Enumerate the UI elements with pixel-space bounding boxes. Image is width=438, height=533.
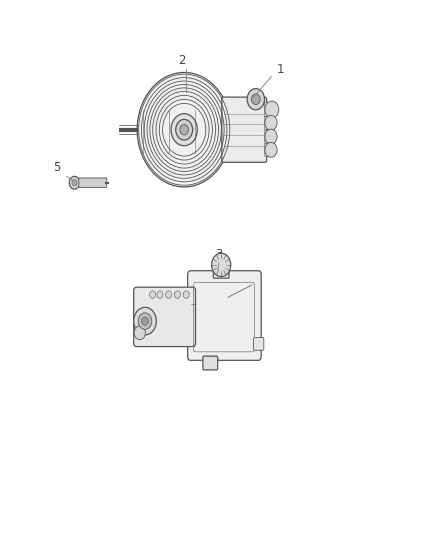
Text: 2: 2 <box>178 54 186 67</box>
Circle shape <box>138 313 152 329</box>
Text: 3: 3 <box>215 248 223 261</box>
Circle shape <box>265 129 277 144</box>
Circle shape <box>251 94 260 104</box>
FancyBboxPatch shape <box>265 116 275 130</box>
Circle shape <box>137 72 231 187</box>
Circle shape <box>72 180 77 186</box>
Circle shape <box>180 125 188 135</box>
Circle shape <box>247 88 265 110</box>
FancyBboxPatch shape <box>187 271 261 360</box>
Circle shape <box>183 291 189 298</box>
Circle shape <box>171 114 198 146</box>
FancyBboxPatch shape <box>213 264 229 278</box>
FancyBboxPatch shape <box>265 130 275 143</box>
Circle shape <box>157 291 163 298</box>
Circle shape <box>166 291 172 298</box>
Circle shape <box>134 326 145 340</box>
FancyBboxPatch shape <box>265 143 275 156</box>
Circle shape <box>69 176 80 189</box>
Text: 5: 5 <box>53 161 61 174</box>
Circle shape <box>176 119 193 140</box>
FancyBboxPatch shape <box>222 97 267 163</box>
FancyBboxPatch shape <box>265 102 276 117</box>
Text: 1: 1 <box>276 62 284 76</box>
FancyBboxPatch shape <box>203 356 218 370</box>
Circle shape <box>141 317 148 325</box>
Circle shape <box>265 115 277 130</box>
Circle shape <box>265 101 279 118</box>
FancyBboxPatch shape <box>79 178 107 188</box>
Circle shape <box>212 253 231 277</box>
FancyBboxPatch shape <box>134 287 195 346</box>
Circle shape <box>265 142 277 157</box>
Circle shape <box>174 291 180 298</box>
FancyBboxPatch shape <box>253 337 264 350</box>
Circle shape <box>134 308 156 335</box>
Circle shape <box>150 291 155 298</box>
